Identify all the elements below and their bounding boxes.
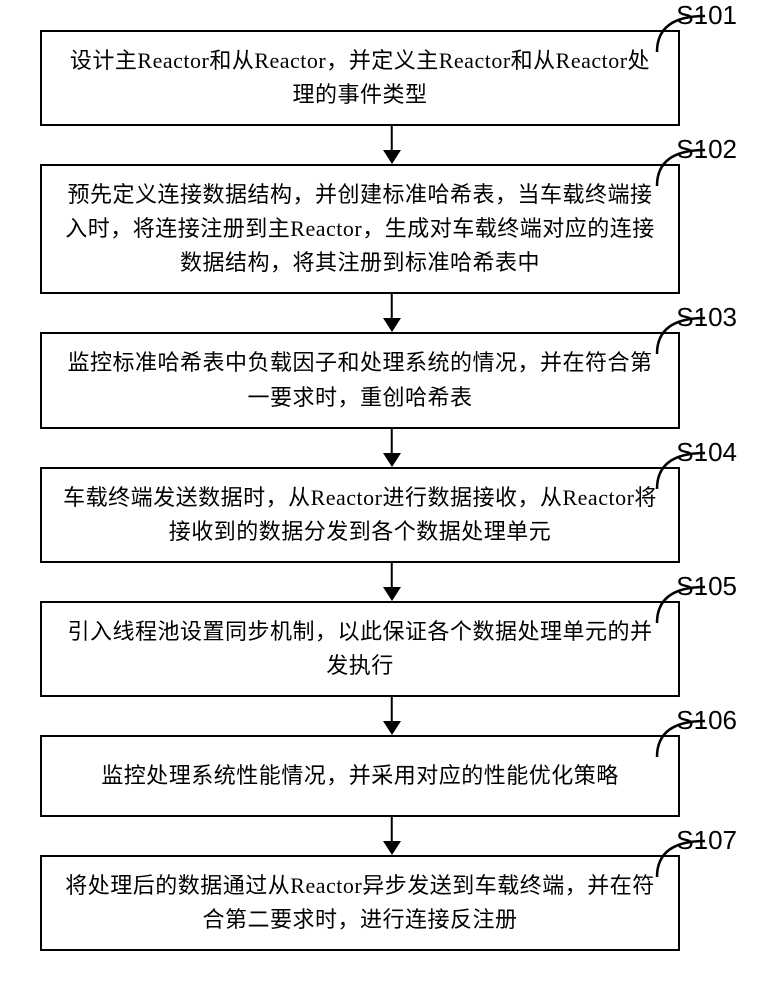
node-wrap-s106: 监控处理系统性能情况，并采用对应的性能优化策略 S106 (20, 735, 743, 817)
flowchart-container: 设计主Reactor和从Reactor，并定义主Reactor和从Reactor… (20, 30, 743, 951)
node-s104-text: 车载终端发送数据时，从Reactor进行数据接收，从Reactor将接收到的数据… (63, 485, 657, 544)
node-s107-text: 将处理后的数据通过从Reactor异步发送到车载终端，并在符合第二要求时，进行连… (65, 873, 654, 932)
arrow-5 (72, 697, 712, 735)
node-wrap-s105: 引入线程池设置同步机制，以此保证各个数据处理单元的并发执行 S105 (20, 601, 743, 697)
arrow-2 (72, 294, 712, 332)
label-s104: S104 (676, 437, 737, 468)
node-s103-text: 监控标准哈希表中负载因子和处理系统的情况，并在符合第一要求时，重创哈希表 (67, 350, 652, 409)
node-s103: 监控标准哈希表中负载因子和处理系统的情况，并在符合第一要求时，重创哈希表 (40, 332, 680, 428)
node-s101: 设计主Reactor和从Reactor，并定义主Reactor和从Reactor… (40, 30, 680, 126)
arrow-3 (72, 429, 712, 467)
node-s106: 监控处理系统性能情况，并采用对应的性能优化策略 (40, 735, 680, 817)
arrow-4 (72, 563, 712, 601)
node-s107: 将处理后的数据通过从Reactor异步发送到车载终端，并在符合第二要求时，进行连… (40, 855, 680, 951)
node-s102-text: 预先定义连接数据结构，并创建标准哈希表，当车载终端接入时，将连接注册到主Reac… (65, 182, 654, 275)
node-s104: 车载终端发送数据时，从Reactor进行数据接收，从Reactor将接收到的数据… (40, 467, 680, 563)
node-s105-text: 引入线程池设置同步机制，以此保证各个数据处理单元的并发执行 (67, 619, 652, 678)
arrow-6 (72, 817, 712, 855)
label-s105: S105 (676, 571, 737, 602)
label-s106: S106 (676, 705, 737, 736)
node-wrap-s103: 监控标准哈希表中负载因子和处理系统的情况，并在符合第一要求时，重创哈希表 S10… (20, 332, 743, 428)
label-s103: S103 (676, 302, 737, 333)
node-s105: 引入线程池设置同步机制，以此保证各个数据处理单元的并发执行 (40, 601, 680, 697)
label-s102: S102 (676, 134, 737, 165)
label-s101: S101 (676, 0, 737, 31)
node-s101-text: 设计主Reactor和从Reactor，并定义主Reactor和从Reactor… (70, 48, 650, 107)
node-s102: 预先定义连接数据结构，并创建标准哈希表，当车载终端接入时，将连接注册到主Reac… (40, 164, 680, 294)
node-wrap-s101: 设计主Reactor和从Reactor，并定义主Reactor和从Reactor… (20, 30, 743, 126)
node-wrap-s102: 预先定义连接数据结构，并创建标准哈希表，当车载终端接入时，将连接注册到主Reac… (20, 164, 743, 294)
arrow-1 (72, 126, 712, 164)
node-wrap-s107: 将处理后的数据通过从Reactor异步发送到车载终端，并在符合第二要求时，进行连… (20, 855, 743, 951)
node-s106-text: 监控处理系统性能情况，并采用对应的性能优化策略 (101, 763, 619, 788)
label-s107: S107 (676, 825, 737, 856)
node-wrap-s104: 车载终端发送数据时，从Reactor进行数据接收，从Reactor将接收到的数据… (20, 467, 743, 563)
